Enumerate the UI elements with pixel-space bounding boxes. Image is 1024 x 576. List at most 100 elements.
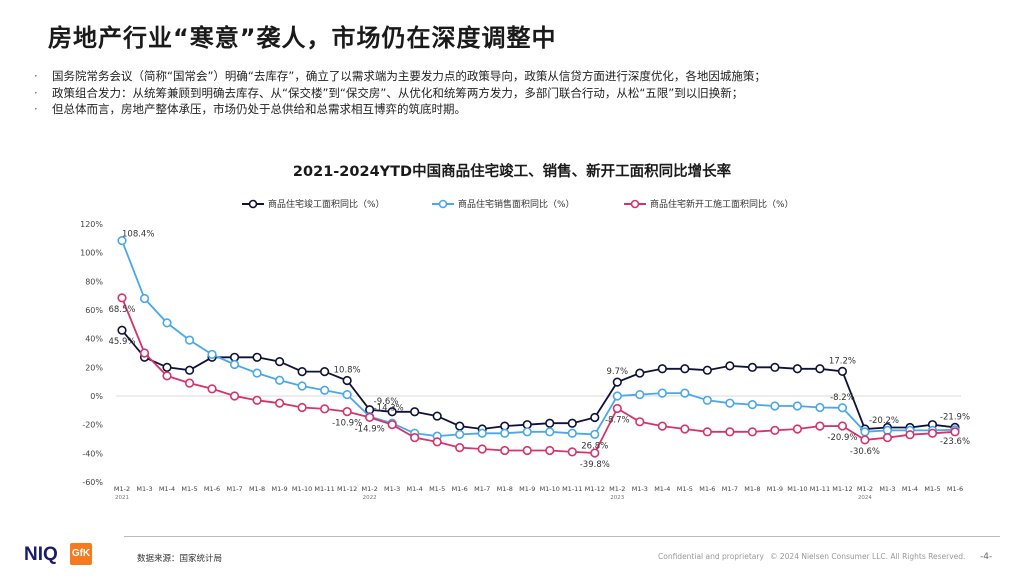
series-line xyxy=(121,240,956,438)
data-label: -30.6% xyxy=(850,447,880,457)
bullet-item: · 政策组合发力：从统筹兼顾到明确去库存、从“保交楼”到“保交房”、从优化和统筹两… xyxy=(34,85,744,100)
x-tick-label: M1-10 xyxy=(540,485,560,493)
data-point xyxy=(905,430,915,440)
data-point xyxy=(184,365,195,375)
x-tick-label: M1-2 xyxy=(609,485,625,493)
data-point xyxy=(207,349,217,360)
data-point xyxy=(297,381,307,391)
x-year-label: 2023 xyxy=(610,495,624,501)
data-point xyxy=(657,364,667,374)
data-point xyxy=(702,427,712,437)
data-point xyxy=(590,429,600,440)
x-tick-label: M1-10 xyxy=(292,485,312,493)
legend-marker xyxy=(630,199,640,209)
x-tick-label: M1-12 xyxy=(337,485,357,493)
data-point xyxy=(680,388,690,398)
data-point xyxy=(162,371,172,381)
data-point xyxy=(770,425,780,436)
data-point xyxy=(725,427,735,437)
data-point xyxy=(680,424,690,434)
data-point xyxy=(567,447,577,457)
data-point xyxy=(387,420,397,430)
x-tick-label: M1-9 xyxy=(271,485,287,493)
data-point xyxy=(837,421,848,431)
data-point xyxy=(252,395,262,405)
footer-divider xyxy=(124,536,1000,537)
data-point xyxy=(590,448,600,458)
bullet-marker: · xyxy=(34,102,38,116)
data-point xyxy=(815,421,825,431)
data-point xyxy=(410,407,420,417)
data-point xyxy=(477,428,487,438)
legend-marker xyxy=(438,199,448,209)
data-point xyxy=(252,352,262,362)
niq-logo: NIQ xyxy=(24,544,58,565)
x-tick-label: M1-11 xyxy=(562,485,582,493)
data-point xyxy=(432,437,442,447)
data-label: -14.9% xyxy=(355,424,385,434)
data-point xyxy=(545,418,555,428)
data-point xyxy=(274,375,285,385)
data-label: -20.2% xyxy=(869,416,899,426)
x-tick-label: M1-9 xyxy=(519,485,535,493)
data-point xyxy=(229,391,240,401)
data-point xyxy=(815,402,825,413)
data-point xyxy=(455,429,465,440)
x-tick-label: M1-6 xyxy=(204,485,220,493)
data-point xyxy=(950,427,960,437)
x-tick-label: M1-10 xyxy=(787,485,807,493)
data-point xyxy=(432,411,442,421)
series-line xyxy=(121,329,956,430)
y-tick-label: 100% xyxy=(80,249,103,258)
x-tick-label: M1-2 xyxy=(114,485,130,493)
bullet-item: · 但总体而言，房地产整体承压，市场仍处于总供给和总需求相互博弈的筑底时期。 xyxy=(34,102,466,116)
bullet-item: · 国务院常务会议（简称“国常会”）明确“去库存”，确立了以需求端为主要发力点的政… xyxy=(34,69,766,83)
x-tick-label: M1-3 xyxy=(136,485,152,493)
x-tick-label: M1-3 xyxy=(632,485,648,493)
data-point xyxy=(635,417,645,427)
data-point xyxy=(522,427,532,437)
data-point xyxy=(747,427,757,437)
data-label: 10.8% xyxy=(334,366,361,376)
data-point xyxy=(590,412,600,423)
data-point xyxy=(747,362,757,372)
x-tick-label: M1-6 xyxy=(699,485,715,493)
data-point xyxy=(612,403,622,414)
data-point xyxy=(162,362,172,372)
data-point xyxy=(770,362,780,372)
data-point xyxy=(477,444,487,454)
data-point xyxy=(117,325,127,335)
data-point xyxy=(545,427,555,437)
data-label: 45.9% xyxy=(108,337,135,347)
data-point xyxy=(297,367,307,377)
x-year-label: 2021 xyxy=(115,495,129,501)
data-point xyxy=(635,389,645,400)
x-tick-label: M1-3 xyxy=(879,485,895,493)
data-point xyxy=(725,398,735,408)
bullet-marker: · xyxy=(34,85,38,100)
x-tick-label: M1-7 xyxy=(226,485,242,493)
data-point xyxy=(184,378,195,388)
data-point xyxy=(702,395,712,405)
data-point xyxy=(567,428,577,438)
data-point xyxy=(117,236,127,246)
y-tick-label: 80% xyxy=(85,277,103,286)
data-point xyxy=(522,445,532,456)
x-tick-label: M1-5 xyxy=(924,485,940,493)
x-tick-label: M1-5 xyxy=(677,485,693,493)
data-point xyxy=(274,398,285,408)
x-tick-label: M1-5 xyxy=(181,485,197,493)
x-tick-label: M1-3 xyxy=(384,485,400,493)
data-label: 26.8% xyxy=(581,441,608,451)
legend-marker xyxy=(248,199,258,209)
data-point xyxy=(184,335,195,345)
legend-label: 商品住宅新开工施工面积同比（%） xyxy=(650,198,794,210)
x-tick-label: M1-8 xyxy=(249,485,265,493)
x-tick-label: M1-2 xyxy=(857,485,873,493)
data-point xyxy=(860,427,870,437)
x-tick-label: M1-4 xyxy=(407,485,423,493)
x-year-label: 2024 xyxy=(858,495,872,501)
series-line xyxy=(121,297,956,454)
legend-label: 商品住宅销售面积同比（%） xyxy=(458,198,575,210)
